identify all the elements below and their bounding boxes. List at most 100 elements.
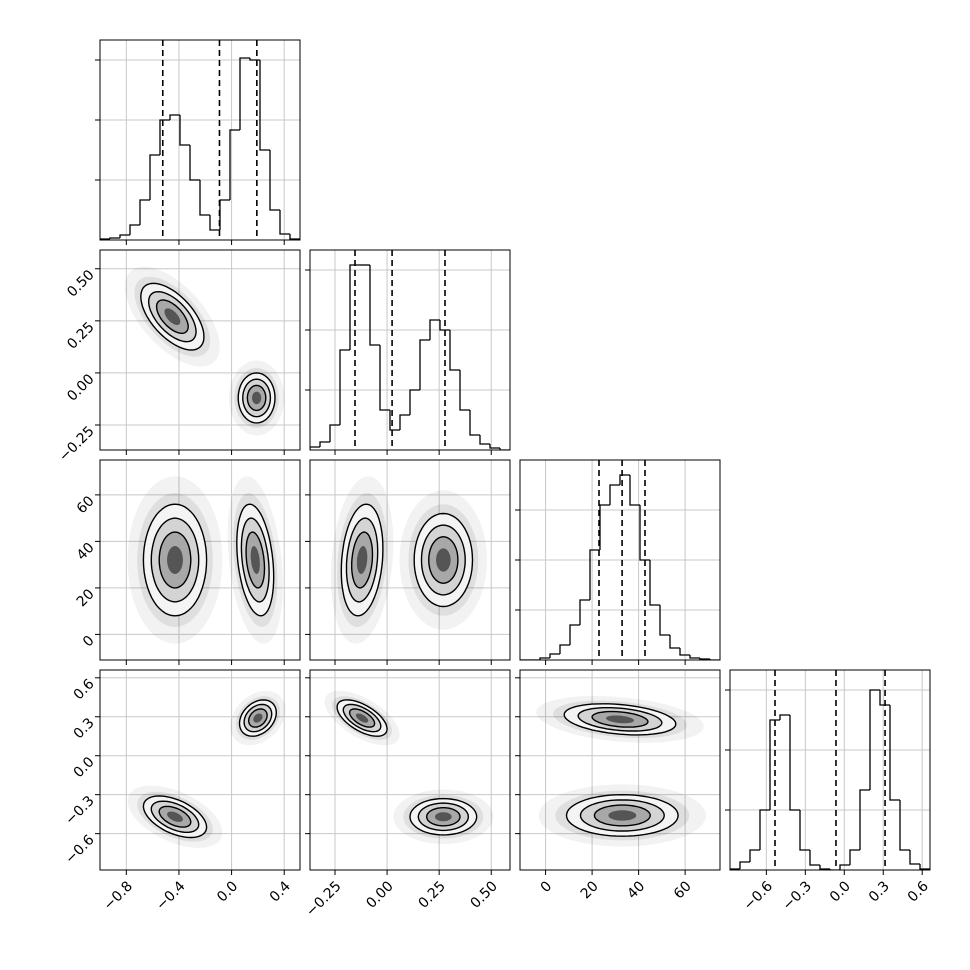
pair-panel: −0.25 0.00 0.25 0.50 xyxy=(56,249,301,465)
histogram-bin xyxy=(539,657,550,660)
histogram-bin xyxy=(730,868,740,870)
plot-area xyxy=(310,250,510,450)
histogram-bin xyxy=(339,349,350,425)
plot-area xyxy=(330,476,488,644)
density-contour xyxy=(435,812,452,822)
panel-frame xyxy=(99,249,301,451)
histogram-bin xyxy=(439,320,450,331)
histogram-bin xyxy=(189,145,200,181)
histogram-bin xyxy=(649,560,660,606)
x-tick-label: 0.0 xyxy=(214,878,241,905)
x-tick-label: 0 xyxy=(538,878,556,896)
x-tick-label: −0.8 xyxy=(101,878,136,913)
histogram-bin xyxy=(459,370,470,411)
histogram-bin xyxy=(769,719,780,810)
histogram-bin xyxy=(269,150,280,211)
y-tick-label: −0.25 xyxy=(56,423,98,465)
histogram-bin xyxy=(369,265,380,346)
histogram-bin xyxy=(709,659,720,660)
histogram-bin xyxy=(389,410,400,431)
panel-frame xyxy=(309,459,511,661)
histogram-bin xyxy=(349,264,360,350)
histogram-bin xyxy=(809,850,820,866)
density-contour xyxy=(164,308,181,325)
histogram-bin xyxy=(639,505,650,561)
histogram-bin xyxy=(239,57,250,130)
histogram-bin xyxy=(619,474,630,485)
y-tick-label: 0.0 xyxy=(71,754,98,781)
histogram-bin xyxy=(449,330,460,371)
histogram-bin xyxy=(799,810,810,851)
histogram-panel: −0.6 −0.3 0.0 0.3 0.6 xyxy=(725,669,932,914)
histogram-panel xyxy=(305,249,511,455)
x-tick-label: 0.00 xyxy=(363,878,396,911)
histogram-bin xyxy=(879,690,890,706)
histogram-bin xyxy=(259,60,270,151)
histogram-panel xyxy=(515,459,721,665)
x-tick-label: −0.25 xyxy=(303,878,345,920)
density-contour xyxy=(167,546,183,574)
density-contour xyxy=(250,546,260,574)
histogram-bin xyxy=(629,475,640,506)
histogram-panel xyxy=(95,39,301,245)
histogram-bin xyxy=(579,599,590,625)
panel-frame xyxy=(729,669,931,871)
pair-panel xyxy=(305,459,511,665)
plot-area xyxy=(730,670,930,870)
histogram-bin xyxy=(869,689,880,790)
y-tick-label: 0.3 xyxy=(71,715,98,742)
y-tick-label: 0 xyxy=(80,633,98,651)
histogram-bin xyxy=(699,658,710,660)
histogram-bin xyxy=(899,800,910,851)
plot-area xyxy=(127,690,286,848)
pair-panel: −0.25 0.00 0.25 0.50 xyxy=(303,669,511,920)
histogram-bin xyxy=(919,864,930,870)
histogram-bin xyxy=(429,319,440,340)
panel-frame xyxy=(99,669,301,871)
plot-area xyxy=(100,40,300,240)
histogram-bin xyxy=(219,199,230,230)
histogram-bin xyxy=(159,119,170,155)
histogram-bin xyxy=(829,869,840,870)
histogram-bin xyxy=(689,655,700,659)
x-tick-label: −0.6 xyxy=(741,878,776,913)
histogram-bin xyxy=(589,549,600,600)
density-contour xyxy=(356,546,368,574)
plot-area xyxy=(520,460,720,660)
y-tick-label: 40 xyxy=(74,540,98,564)
plot-area xyxy=(125,266,285,436)
pair-panel: 0 20 40 60 xyxy=(74,459,301,665)
x-tick-label: 0.6 xyxy=(905,878,932,905)
histogram-bin xyxy=(249,58,260,61)
y-tick-label: 20 xyxy=(74,586,98,610)
histogram-bin xyxy=(409,389,420,415)
histogram-bin xyxy=(599,504,610,550)
x-tick-label: 40 xyxy=(624,878,648,902)
panel-frame xyxy=(519,459,721,661)
density-contour xyxy=(608,810,637,821)
panel-frame xyxy=(99,459,301,661)
histogram-bin xyxy=(169,114,180,120)
density-contour xyxy=(253,713,263,723)
histogram-bin xyxy=(100,238,110,240)
plot-area xyxy=(324,690,494,844)
histogram-bin xyxy=(119,234,130,238)
x-tick-label: 20 xyxy=(578,878,602,902)
y-tick-label: −0.6 xyxy=(62,832,97,867)
x-tick-label: 0.4 xyxy=(267,878,294,905)
plot-area xyxy=(127,476,283,644)
x-tick-label: 60 xyxy=(671,878,695,902)
x-tick-label: −0.4 xyxy=(153,878,188,913)
panel-frame xyxy=(99,39,301,241)
histogram-bin xyxy=(419,339,430,390)
histogram-bin xyxy=(149,154,160,200)
x-tick-label: 0.3 xyxy=(866,878,893,905)
y-tick-label: 0.25 xyxy=(64,319,97,352)
panel-frame xyxy=(309,249,511,451)
histogram-bin xyxy=(759,809,770,850)
density-contour xyxy=(167,811,183,822)
histogram-bin xyxy=(839,864,850,870)
histogram-bin xyxy=(289,234,300,240)
density-contour xyxy=(252,391,262,405)
panel-frame xyxy=(309,669,511,871)
